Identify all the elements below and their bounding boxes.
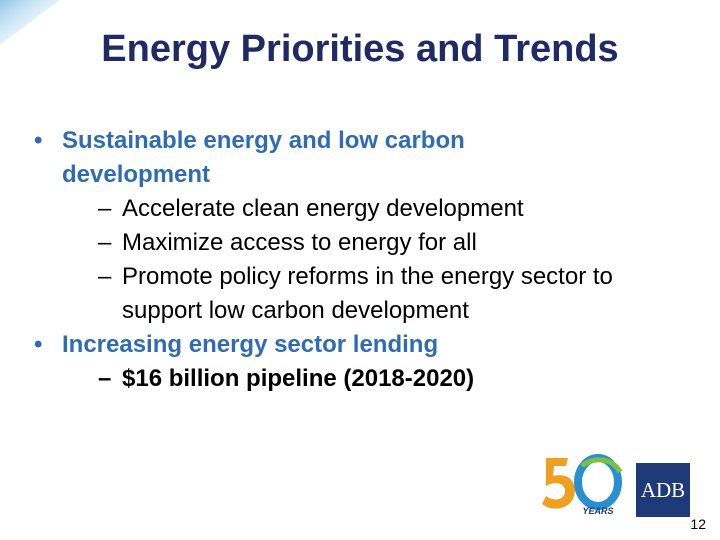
adb-logo: ADB	[636, 463, 690, 517]
anniversary-logo: YEARS	[542, 454, 623, 516]
bullet-list: • Sustainable energy and low carbon devel…	[34, 124, 662, 396]
bullet-mark: –	[98, 263, 112, 290]
sub-bullet: – $16 billion pipeline (2018-2020)	[98, 362, 662, 396]
sub-bullet: – Accelerate clean energy development	[98, 192, 662, 226]
bullet-text: Maximize access to energy for all	[122, 229, 477, 256]
corner-decoration	[0, 0, 60, 45]
page-number: 12	[690, 516, 706, 532]
bullet: • Sustainable energy and low carbon devel…	[34, 124, 662, 192]
bullet-mark: –	[98, 229, 112, 256]
bullet-text: Sustainable energy and low carbon develo…	[62, 127, 465, 188]
bullet-text: Accelerate clean energy development	[122, 195, 524, 222]
bullet-text: Promote policy reforms in the energy sec…	[122, 263, 613, 324]
logo-text: YEARS	[582, 506, 613, 516]
bullet-mark: •	[34, 127, 43, 154]
bullet: • Increasing energy sector lending	[34, 328, 662, 362]
bullet-mark: –	[98, 195, 112, 222]
bullet-text: $16 billion pipeline (2018-2020)	[122, 365, 475, 392]
bullet-mark: –	[98, 365, 112, 392]
sub-bullet: – Maximize access to energy for all	[98, 226, 662, 260]
bullet-text: Increasing energy sector lending	[62, 331, 439, 358]
sub-bullet: – Promote policy reforms in the energy se…	[98, 260, 662, 328]
title: Energy Priorities and Trends	[101, 28, 619, 70]
bullet-mark: •	[34, 331, 43, 358]
